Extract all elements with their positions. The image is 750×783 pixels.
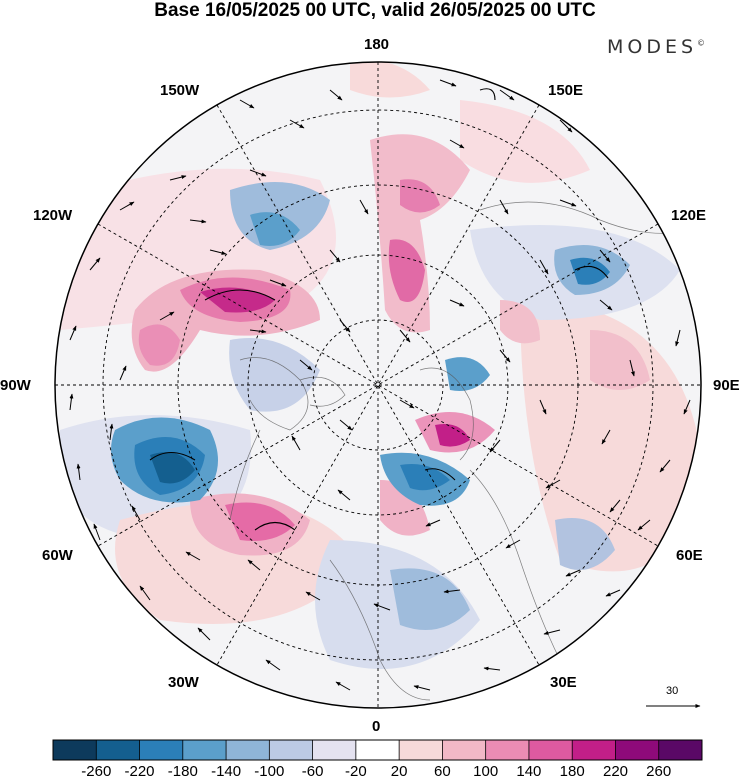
lon-label-120e: 120E <box>671 207 707 224</box>
lon-label-120w: 120W <box>33 207 73 224</box>
lon-label-90w: 90W <box>0 377 31 394</box>
map-outline <box>54 61 702 709</box>
colorbar-swatch <box>442 740 486 760</box>
colorbar-tick-label: 20 <box>390 763 408 780</box>
colorbar-tick-label: -100 <box>254 763 285 780</box>
lon-label-30e: 30E <box>550 674 577 691</box>
colorbar-swatch <box>572 740 616 760</box>
colorbar <box>52 739 703 761</box>
graticule <box>55 62 701 708</box>
lon-label-90e: 90E <box>713 377 740 394</box>
lon-label-150e: 150E <box>548 82 584 99</box>
lon-label-180: 180 <box>364 36 390 53</box>
colorbar-swatch <box>182 740 227 760</box>
colorbar-tick-label: 100 <box>473 763 499 780</box>
colorbar-swatch <box>269 740 313 760</box>
chart-title: Base 16/05/2025 00 UTC, valid 26/05/2025… <box>154 0 596 21</box>
colorbar-swatch <box>615 740 660 760</box>
colorbar-swatch <box>96 740 140 760</box>
coastlines <box>229 201 691 701</box>
colorbar-swatch <box>528 740 573 760</box>
lon-label-150w: 150W <box>160 82 200 99</box>
colorbar-tick-label: 180 <box>559 763 585 780</box>
colorbar-tick-label: 220 <box>602 763 629 780</box>
colorbar-tick-label: -260 <box>81 763 112 780</box>
lon-label-0: 0 <box>372 718 381 735</box>
colorbar-tick-label: -180 <box>167 763 198 780</box>
map-disc <box>55 62 701 708</box>
colorbar-tick-label: 60 <box>434 763 451 780</box>
colorbar-swatch <box>226 740 270 760</box>
colorbar-tick-label: 140 <box>516 763 542 780</box>
lon-label-60w: 60W <box>42 547 73 564</box>
lon-label-60e: 60E <box>676 547 703 564</box>
brand-logo: MODES© <box>607 36 705 58</box>
brand-text: MODES <box>607 36 698 58</box>
colorbar-tick-label: -20 <box>345 763 367 780</box>
colorbar-tick-label: 260 <box>646 763 672 780</box>
colorbar-swatch <box>355 740 400 760</box>
colorbar-tick-label: -60 <box>301 763 324 780</box>
colorbar-swatch <box>53 740 97 760</box>
colorbar-swatch <box>658 740 703 760</box>
reference-vector-label: 30 <box>666 685 679 697</box>
brand-mark: © <box>697 38 706 48</box>
colorbar-swatch <box>139 740 184 760</box>
colorbar-swatch <box>399 740 443 760</box>
circulation-contours <box>149 88 609 531</box>
colorbar-frame <box>52 739 703 761</box>
colorbar-swatch <box>312 740 357 760</box>
lon-label-30w: 30W <box>168 674 199 691</box>
colorbar-swatch <box>485 740 530 760</box>
colorbar-tick-label: -220 <box>124 763 155 780</box>
wind-vectors <box>69 79 694 691</box>
colorbar-tick-label: -140 <box>211 763 242 780</box>
